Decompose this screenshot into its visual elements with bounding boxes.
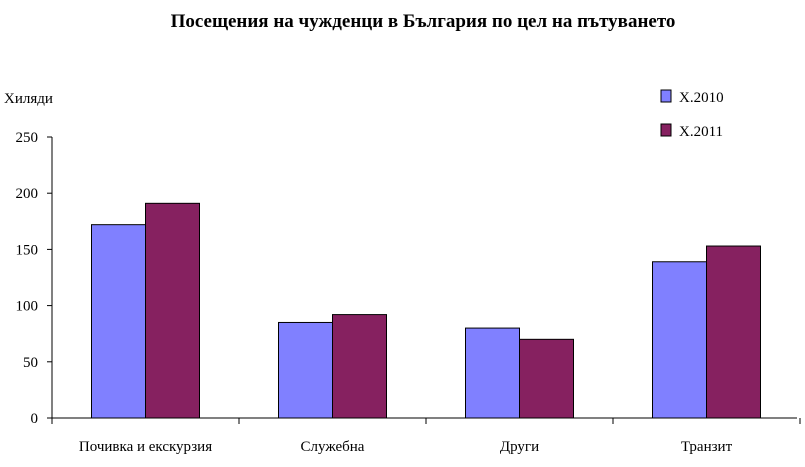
x-tick-label: Други: [500, 439, 539, 455]
y-tick-label: 0: [31, 411, 39, 427]
legend: X.2010 X.2011: [660, 89, 724, 140]
x-tick-label: Служебна: [301, 439, 365, 455]
bar-X2010-3: [652, 261, 707, 419]
bar-X2011-3: [706, 245, 761, 419]
y-tick-label: 150: [16, 242, 39, 258]
y-tick-label: 100: [16, 299, 39, 315]
y-tick-label: 50: [23, 355, 38, 371]
bar-X2010-0: [91, 224, 146, 419]
y-axis-label: Хиляди: [4, 91, 53, 107]
legend-swatch: [660, 89, 672, 103]
x-axis: Почивка и екскурзия Служебна Други Транзит: [51, 417, 801, 455]
bars: [91, 202, 761, 419]
bar-X2010-2: [465, 327, 520, 419]
bar-X2011-2: [519, 338, 574, 419]
y-tick-label: 200: [16, 186, 39, 202]
y-axis: 0 50 100 150 200 250: [16, 130, 53, 427]
legend-label: X.2010: [679, 90, 724, 106]
legend-swatch: [660, 123, 672, 137]
bar-X2011-1: [332, 314, 387, 419]
y-tick-label: 250: [16, 130, 39, 146]
x-tick-label: Почивка и екскурзия: [79, 439, 212, 455]
x-tick-label: Транзит: [681, 439, 733, 455]
legend-label: X.2011: [679, 124, 723, 140]
chart-title: Посещения на чужденци в България по цел …: [171, 11, 676, 32]
bar-X2010-1: [278, 321, 333, 419]
bar-X2011-0: [145, 202, 200, 419]
